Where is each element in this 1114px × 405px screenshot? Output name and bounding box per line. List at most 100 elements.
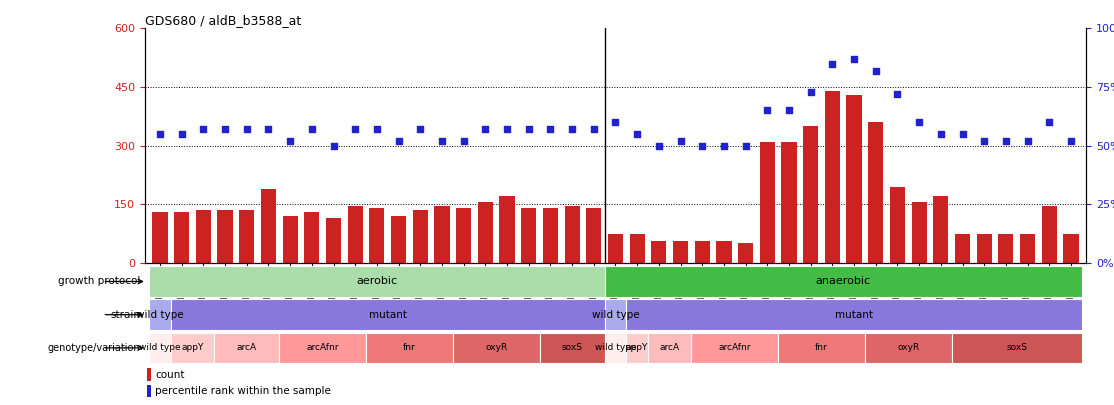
Text: appY: appY	[182, 343, 204, 352]
Point	[281, 138, 299, 144]
Bar	[240, 210, 254, 263]
Text: genotype/variation: genotype/variation	[48, 343, 140, 353]
Text: percentile rank within the sample: percentile rank within the sample	[155, 386, 331, 396]
Point	[455, 138, 472, 144]
Bar	[1020, 234, 1035, 263]
Bar	[149, 299, 170, 330]
Text: arcAfnr: arcAfnr	[306, 343, 339, 352]
Bar	[367, 333, 452, 363]
Bar	[648, 333, 692, 363]
Text: oxyR: oxyR	[485, 343, 507, 352]
Point	[802, 88, 820, 95]
Bar	[864, 333, 951, 363]
Bar	[149, 266, 605, 297]
Text: wild type: wild type	[136, 310, 184, 320]
Bar	[153, 212, 167, 263]
Bar	[391, 216, 407, 263]
Bar	[217, 210, 233, 263]
Point	[238, 126, 256, 132]
Point	[477, 126, 495, 132]
Text: arcA: arcA	[236, 343, 257, 352]
Text: mutant: mutant	[369, 310, 407, 320]
Point	[954, 131, 971, 137]
Text: fnr: fnr	[815, 343, 828, 352]
Point	[585, 126, 603, 132]
Point	[715, 143, 733, 149]
Point	[390, 138, 408, 144]
Point	[324, 143, 342, 149]
Text: count: count	[155, 370, 185, 380]
Text: oxyR: oxyR	[897, 343, 919, 352]
Bar	[147, 385, 152, 397]
Bar	[174, 212, 189, 263]
Bar	[692, 333, 779, 363]
Bar	[304, 212, 320, 263]
Bar	[934, 196, 948, 263]
Bar	[652, 241, 666, 263]
Bar	[478, 202, 492, 263]
Point	[346, 126, 364, 132]
Bar	[170, 299, 605, 330]
Text: GDS680 / aldB_b3588_at: GDS680 / aldB_b3588_at	[145, 14, 301, 27]
Bar	[760, 142, 775, 263]
Bar	[911, 202, 927, 263]
Bar	[412, 210, 428, 263]
Bar	[803, 126, 819, 263]
Text: aerobic: aerobic	[356, 277, 398, 286]
Text: wild type: wild type	[139, 343, 180, 352]
Text: arcAfnr: arcAfnr	[719, 343, 751, 352]
Point	[649, 143, 667, 149]
Point	[411, 126, 429, 132]
Bar	[370, 208, 384, 263]
Bar	[951, 333, 1082, 363]
Point	[606, 119, 624, 126]
Point	[846, 55, 863, 62]
Point	[672, 138, 690, 144]
Point	[1018, 138, 1036, 144]
Point	[823, 60, 841, 67]
Point	[368, 126, 385, 132]
Point	[910, 119, 928, 126]
Bar	[456, 208, 471, 263]
Point	[173, 131, 190, 137]
Bar	[147, 368, 152, 381]
Bar	[1042, 206, 1057, 263]
Point	[780, 107, 798, 114]
Bar	[890, 187, 905, 263]
Point	[152, 131, 169, 137]
Point	[628, 131, 646, 137]
Point	[693, 143, 711, 149]
Point	[867, 67, 885, 74]
Bar	[283, 216, 297, 263]
Bar	[626, 333, 648, 363]
Bar	[565, 206, 579, 263]
Bar	[605, 266, 1082, 297]
Bar	[977, 234, 991, 263]
Bar	[196, 210, 211, 263]
Point	[541, 126, 559, 132]
Point	[564, 126, 582, 132]
Point	[1040, 119, 1058, 126]
Bar	[280, 333, 367, 363]
Bar	[779, 333, 864, 363]
Bar	[781, 142, 797, 263]
Bar	[326, 218, 341, 263]
Bar	[824, 91, 840, 263]
Bar	[695, 241, 710, 263]
Bar	[543, 208, 558, 263]
Bar	[434, 206, 450, 263]
Bar	[149, 333, 170, 363]
Point	[759, 107, 776, 114]
Point	[889, 91, 907, 97]
Point	[520, 126, 538, 132]
Text: soxS: soxS	[1006, 343, 1027, 352]
Text: wild type: wild type	[592, 310, 639, 320]
Bar	[716, 241, 732, 263]
Bar	[261, 189, 276, 263]
Point	[433, 138, 451, 144]
Bar	[847, 95, 861, 263]
Point	[736, 143, 754, 149]
Bar	[626, 299, 1082, 330]
Point	[260, 126, 277, 132]
Point	[498, 126, 516, 132]
